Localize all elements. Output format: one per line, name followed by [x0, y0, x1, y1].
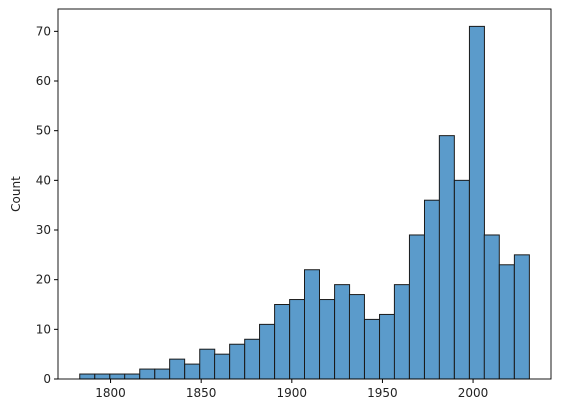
histogram-bar: [363, 318, 380, 380]
histogram-bar: [94, 373, 111, 380]
histogram-bar: [184, 363, 201, 380]
histogram-bar: [154, 368, 171, 380]
histogram-bar: [274, 304, 291, 380]
y-tick-label: 70: [36, 24, 51, 38]
x-tick-label: 2000: [458, 386, 489, 400]
y-tick-label: 30: [36, 223, 51, 237]
histogram-bar: [199, 348, 216, 380]
histogram-bar: [139, 368, 156, 380]
y-tick-label: 60: [36, 74, 51, 88]
histogram-bar: [513, 254, 530, 380]
histogram-bar: [319, 299, 336, 380]
y-tick-label: 10: [36, 322, 51, 336]
histogram-bar: [408, 234, 425, 380]
y-tick-label: 20: [36, 273, 51, 287]
histogram-bar: [304, 269, 320, 380]
histogram-bar: [423, 199, 440, 380]
y-axis-label: Count: [9, 176, 23, 212]
x-tick-label: 1850: [186, 386, 217, 400]
histogram-bar: [109, 373, 126, 380]
bars-group: [79, 25, 530, 380]
histogram-bar: [393, 284, 410, 380]
histogram-bar: [289, 299, 306, 380]
histogram-bar: [438, 135, 455, 380]
histogram-bar: [244, 338, 261, 380]
x-tick-label: 1950: [367, 386, 398, 400]
histogram-bar: [483, 234, 500, 380]
x-axis-ticks: 1800 1850 1900 1950 2000: [95, 379, 488, 400]
histogram-bar: [214, 353, 231, 380]
histogram-bar: [498, 264, 515, 380]
y-axis-ticks: 0 10 20 30 40 50 60 70: [36, 24, 58, 386]
histogram-bar: [124, 373, 141, 380]
histogram-bar: [79, 373, 96, 380]
histogram-bar: [334, 284, 351, 380]
x-tick-label: 1900: [277, 386, 308, 400]
x-tick-label: 1800: [95, 386, 126, 400]
histogram-bar: [229, 343, 246, 380]
histogram-bar: [259, 323, 276, 380]
histogram-bar: [468, 25, 485, 380]
y-tick-label: 0: [43, 372, 51, 386]
histogram-bar: [453, 179, 470, 380]
y-tick-label: 40: [36, 173, 51, 187]
histogram-bar: [348, 294, 365, 380]
histogram-bar: [379, 313, 396, 380]
histogram-bar: [169, 358, 186, 380]
y-tick-label: 50: [36, 124, 51, 138]
plot-frame: [57, 8, 552, 380]
